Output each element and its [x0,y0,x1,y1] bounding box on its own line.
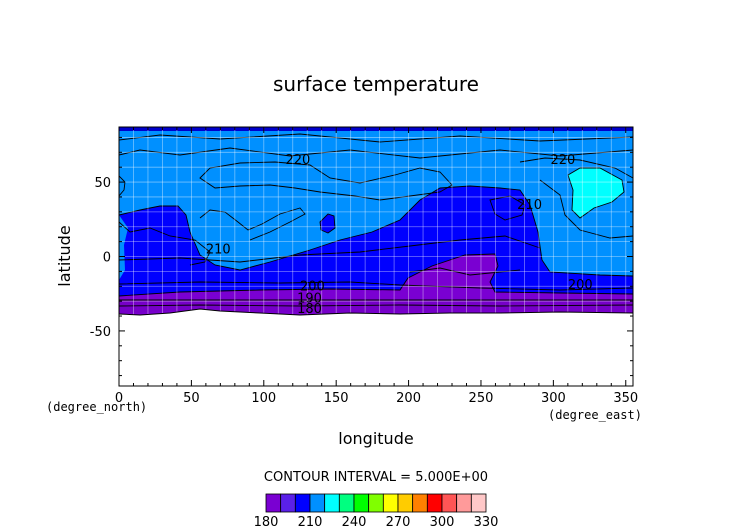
data-boundary [118,308,634,316]
y-tick-label: 0 [103,251,111,266]
contour-line [119,133,633,143]
colorbar-swatch [309,493,326,513]
contour-label: 210 [517,198,542,213]
y-axis-unit: (degree_north) [46,400,147,414]
x-tick-label: 250 [469,391,494,406]
contour-line [119,304,633,307]
x-tick-label: 200 [396,391,421,406]
colorbar-swatch [280,493,296,513]
contour-label: 200 [568,278,593,293]
colorbar-swatch [324,493,340,513]
colorbar-swatch [426,493,443,513]
colorbar-swatch [441,493,458,513]
contour-line [119,175,126,197]
contour-line [489,195,526,221]
contour-line [567,167,625,219]
colorbar-label: 270 [386,515,411,530]
colorbar-swatch [294,493,311,513]
no-data-region [119,309,633,386]
contour-line [119,281,633,291]
contour-label: 220 [286,153,311,168]
colorbar-swatch [265,493,282,513]
contour-line [199,207,306,241]
x-axis-unit: (degree_east) [548,408,642,422]
colorbar-swatch [382,493,399,513]
colorbar: 180 210 240 270 300 330 [254,493,499,530]
y-axis-label: latitude [55,225,74,286]
colorbar-swatch [456,493,472,513]
contour-line [119,185,633,277]
contour-line [519,157,633,179]
grid-lines [119,127,633,317]
x-tick-label: 350 [613,391,638,406]
colorbar-swatch [353,493,370,513]
x-tick-label: 0 [115,391,123,406]
colorbar-label: 300 [430,515,455,530]
colorbar-swatch [368,493,384,513]
contour-line [119,253,633,297]
contour-label: 210 [206,243,231,258]
colorbar-label: 180 [254,515,279,530]
contour-line [319,213,336,234]
colorbar-swatch [412,493,428,513]
contour-line [409,267,521,276]
colorbar-swatch [338,493,355,513]
contour-interval: CONTOUR INTERVAL = 5.000E+00 [264,470,488,485]
fill-230 [568,168,624,218]
colorbar-label: 330 [474,515,499,530]
x-tick-label: 100 [251,391,276,406]
colorbar-swatch [470,493,487,513]
contour-label: 220 [550,153,575,168]
contour-line [199,161,453,201]
contour-line [119,221,211,266]
contour-label: 180 [297,302,322,317]
y-tick-label: -50 [90,325,111,340]
chart-title: surface temperature [273,72,479,96]
x-tick-label: 300 [541,391,566,406]
x-axis-label: longitude [338,429,413,448]
colorbar-label: 240 [342,515,367,530]
contour-lines [119,133,633,307]
contour-label: 190 [297,292,322,307]
colorbar-label: 210 [298,515,323,530]
fill-polar-stripe [119,127,633,131]
contour-line [539,179,633,239]
x-tick-label: 50 [183,391,200,406]
axes: 0 50 100 150 200 250 300 350 -50 0 50 [90,127,638,406]
fill-200-210 [119,186,633,311]
colorbar-swatch [397,493,414,513]
fill-180-190 [119,300,633,314]
contour-label: 200 [300,280,325,295]
y-tick-label: 50 [94,176,111,191]
contour-line [119,235,541,263]
x-tick-label: 150 [324,391,349,406]
contour-line [119,147,633,159]
